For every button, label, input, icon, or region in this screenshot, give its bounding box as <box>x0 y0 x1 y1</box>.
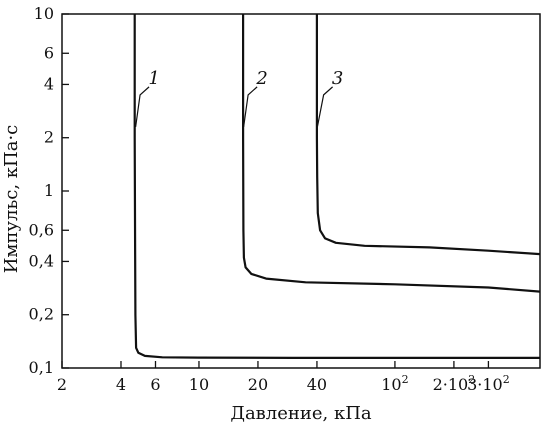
x-tick-label: 20 <box>248 375 268 394</box>
series-line-3 <box>315 14 541 256</box>
x-tick-label: 2·102 <box>433 373 476 394</box>
curve-label-2: 2 <box>255 68 267 89</box>
y-tick-label: 4 <box>44 74 54 93</box>
y-tick-label: 2 <box>44 128 54 147</box>
x-tick-label: 6 <box>150 375 160 394</box>
series-line-2 <box>242 14 541 293</box>
curve-label-1: 1 <box>148 68 159 89</box>
y-axis-label: Импульс, кПа·с <box>1 125 22 274</box>
y-tick-label: 0,1 <box>29 358 54 377</box>
curve-label-leader-2 <box>243 86 258 128</box>
y-axis-ticks: 0,1 0,2 0,4 0,6 1 2 4 6 10 <box>29 4 69 377</box>
x-axis-label: Давление, кПа <box>230 403 372 424</box>
curve-label-leader-1 <box>135 86 150 128</box>
curve-label-leader-3 <box>316 86 334 128</box>
series-line-1 <box>133 14 540 359</box>
x-tick-label: 40 <box>307 375 327 394</box>
x-tick-label: 102 <box>381 373 408 394</box>
x-tick-label: 2 <box>57 375 67 394</box>
x-tick-label: 3·102 <box>467 373 510 394</box>
x-tick-label: 10 <box>189 375 209 394</box>
y-tick-label: 0,4 <box>29 251 54 270</box>
curves <box>133 14 541 359</box>
y-tick-label: 10 <box>34 4 54 23</box>
y-tick-label: 0,2 <box>29 305 54 324</box>
curve-labels: 1 2 3 <box>135 68 343 128</box>
x-tick-label: 4 <box>116 375 126 394</box>
y-tick-label: 6 <box>44 43 54 62</box>
y-tick-label: 1 <box>44 181 54 200</box>
plot-frame <box>61 13 541 369</box>
curve-label-3: 3 <box>332 68 343 89</box>
y-tick-label: 0,6 <box>29 220 54 239</box>
